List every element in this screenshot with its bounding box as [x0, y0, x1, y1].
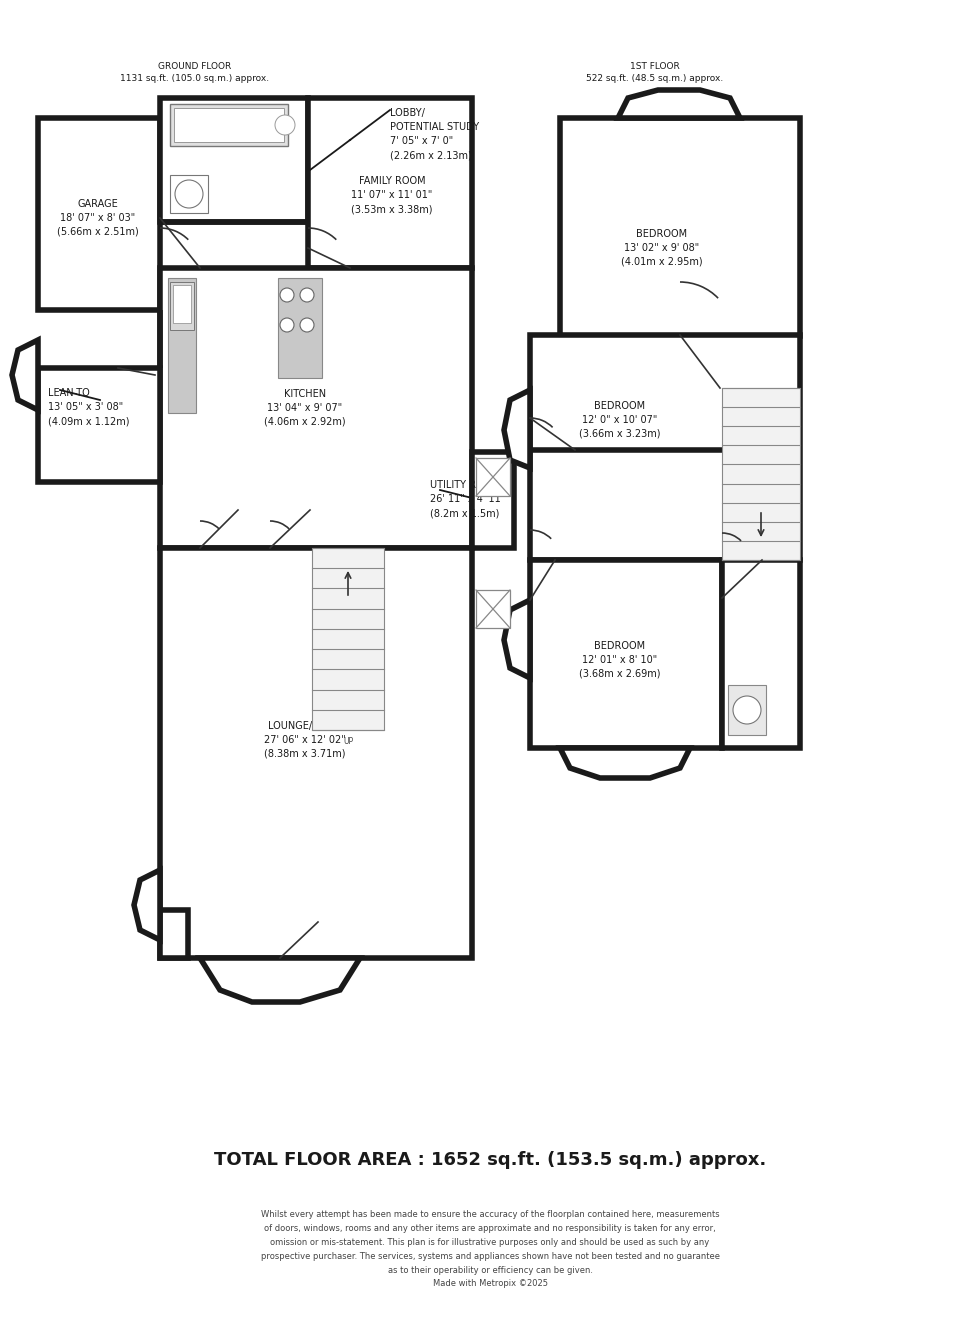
Bar [476, 458, 510, 495]
Bar [38, 369, 160, 482]
Bar [278, 277, 322, 378]
Bar [530, 336, 800, 560]
Text: LEAN-TO
13' 05" x 3' 08"
(4.09m x 1.12m): LEAN-TO 13' 05" x 3' 08" (4.09m x 1.12m) [48, 388, 129, 425]
Text: FAMILY ROOM
11' 07" x 11' 01"
(3.53m x 3.38m): FAMILY ROOM 11' 07" x 11' 01" (3.53m x 3… [351, 176, 433, 214]
Polygon shape [504, 600, 530, 678]
Circle shape [300, 288, 314, 303]
Polygon shape [200, 958, 360, 1003]
Circle shape [280, 318, 294, 332]
Text: LOUNGE/DINER
27' 06" x 12' 02"
(8.38m x 3.71m): LOUNGE/DINER 27' 06" x 12' 02" (8.38m x … [265, 721, 346, 760]
Polygon shape [618, 90, 740, 118]
Text: UP: UP [343, 737, 353, 746]
Bar [160, 268, 472, 548]
Bar [173, 285, 191, 324]
Circle shape [280, 288, 294, 303]
Bar [722, 560, 800, 748]
Text: UTILITY ROOM
26' 11" x 4' 11"
(8.2m x 1.5m): UTILITY ROOM 26' 11" x 4' 11" (8.2m x 1.… [430, 480, 506, 518]
Bar [168, 277, 196, 413]
Bar [174, 108, 284, 141]
Polygon shape [134, 871, 160, 941]
Circle shape [300, 318, 314, 332]
Bar [160, 98, 308, 222]
Bar [560, 118, 800, 336]
Bar [530, 560, 722, 748]
Text: Whilst every attempt has been made to ensure the accuracy of the floorplan conta: Whilst every attempt has been made to en… [261, 1210, 719, 1288]
Text: GROUND FLOOR
1131 sq.ft. (105.0 sq.m.) approx.: GROUND FLOOR 1131 sq.ft. (105.0 sq.m.) a… [121, 62, 270, 83]
Circle shape [175, 180, 203, 207]
Circle shape [275, 115, 295, 135]
Bar [160, 910, 188, 958]
Text: KITCHEN
13' 04" x 9' 07"
(4.06m x 2.92m): KITCHEN 13' 04" x 9' 07" (4.06m x 2.92m) [265, 388, 346, 427]
Bar [170, 104, 288, 147]
Text: GARAGE
18' 07" x 8' 03"
(5.66m x 2.51m): GARAGE 18' 07" x 8' 03" (5.66m x 2.51m) [57, 199, 139, 236]
Polygon shape [12, 339, 38, 410]
Bar [308, 98, 472, 268]
Text: BEDROOM
12' 0" x 10' 07"
(3.66m x 3.23m): BEDROOM 12' 0" x 10' 07" (3.66m x 3.23m) [579, 402, 661, 439]
Bar [312, 548, 384, 731]
Text: DOWN: DOWN [748, 395, 770, 402]
Text: BEDROOM
13' 02" x 9' 08"
(4.01m x 2.95m): BEDROOM 13' 02" x 9' 08" (4.01m x 2.95m) [621, 229, 703, 267]
Polygon shape [504, 390, 530, 468]
Text: TOTAL FLOOR AREA : 1652 sq.ft. (153.5 sq.m.) approx.: TOTAL FLOOR AREA : 1652 sq.ft. (153.5 sq… [214, 1151, 766, 1169]
Bar [728, 686, 766, 734]
Text: 1ST FLOOR
522 sq.ft. (48.5 sq.m.) approx.: 1ST FLOOR 522 sq.ft. (48.5 sq.m.) approx… [586, 62, 723, 83]
Text: BEDROOM
12' 01" x 8' 10"
(3.68m x 2.69m): BEDROOM 12' 01" x 8' 10" (3.68m x 2.69m) [579, 641, 661, 679]
Bar [472, 452, 514, 548]
Bar [170, 281, 194, 330]
Bar [170, 174, 208, 213]
Bar [160, 548, 472, 958]
Bar [38, 118, 160, 310]
Text: LOBBY/
POTENTIAL STUDY
7' 05" x 7' 0"
(2.26m x 2.13m): LOBBY/ POTENTIAL STUDY 7' 05" x 7' 0" (2… [390, 108, 479, 160]
Polygon shape [560, 748, 690, 778]
Circle shape [733, 696, 761, 724]
Bar [476, 590, 510, 627]
Bar [722, 388, 800, 560]
